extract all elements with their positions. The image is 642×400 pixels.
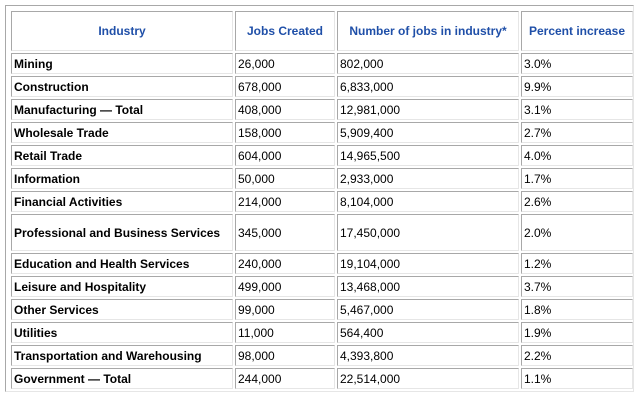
cell-percent-increase: 3.1% bbox=[521, 99, 633, 120]
cell-industry: Other Services bbox=[11, 299, 233, 320]
cell-jobs-created: 99,000 bbox=[235, 299, 335, 320]
header-jobs-created: Jobs Created bbox=[235, 11, 335, 51]
cell-jobs-in-industry: 564,400 bbox=[337, 322, 519, 343]
cell-jobs-in-industry: 5,909,400 bbox=[337, 122, 519, 143]
cell-jobs-in-industry: 19,104,000 bbox=[337, 253, 519, 274]
cell-jobs-in-industry: 13,468,000 bbox=[337, 276, 519, 297]
cell-jobs-created: 26,000 bbox=[235, 53, 335, 74]
cell-jobs-in-industry: 2,933,000 bbox=[337, 168, 519, 189]
cell-industry: Utilities bbox=[11, 322, 233, 343]
cell-percent-increase: 1.1% bbox=[521, 368, 633, 389]
cell-percent-increase: 9.9% bbox=[521, 76, 633, 97]
cell-jobs-created: 604,000 bbox=[235, 145, 335, 166]
header-jobs-in-industry: Number of jobs in industry* bbox=[337, 11, 519, 51]
cell-industry: Leisure and Hospitality bbox=[11, 276, 233, 297]
cell-jobs-created: 499,000 bbox=[235, 276, 335, 297]
cell-percent-increase: 2.6% bbox=[521, 191, 633, 212]
table-row: Professional and Business Services 345,0… bbox=[11, 214, 633, 251]
cell-jobs-in-industry: 12,981,000 bbox=[337, 99, 519, 120]
cell-industry: Education and Health Services bbox=[11, 253, 233, 274]
cell-percent-increase: 2.2% bbox=[521, 345, 633, 366]
cell-percent-increase: 4.0% bbox=[521, 145, 633, 166]
cell-jobs-created: 678,000 bbox=[235, 76, 335, 97]
cell-jobs-in-industry: 5,467,000 bbox=[337, 299, 519, 320]
table-row: Retail Trade 604,000 14,965,500 4.0% bbox=[11, 145, 633, 166]
cell-percent-increase: 2.0% bbox=[521, 214, 633, 251]
cell-jobs-created: 214,000 bbox=[235, 191, 335, 212]
header-row: Industry Jobs Created Number of jobs in … bbox=[11, 11, 633, 51]
cell-jobs-in-industry: 6,833,000 bbox=[337, 76, 519, 97]
cell-percent-increase: 1.2% bbox=[521, 253, 633, 274]
cell-jobs-created: 98,000 bbox=[235, 345, 335, 366]
cell-industry: Information bbox=[11, 168, 233, 189]
table-row: Other Services 99,000 5,467,000 1.8% bbox=[11, 299, 633, 320]
cell-percent-increase: 3.7% bbox=[521, 276, 633, 297]
cell-jobs-created: 408,000 bbox=[235, 99, 335, 120]
cell-jobs-created: 11,000 bbox=[235, 322, 335, 343]
cell-jobs-created: 50,000 bbox=[235, 168, 335, 189]
cell-industry: Transportation and Warehousing bbox=[11, 345, 233, 366]
cell-percent-increase: 2.7% bbox=[521, 122, 633, 143]
header-percent-increase: Percent increase bbox=[521, 11, 633, 51]
table-row: Transportation and Warehousing 98,000 4,… bbox=[11, 345, 633, 366]
cell-percent-increase: 3.0% bbox=[521, 53, 633, 74]
cell-jobs-created: 240,000 bbox=[235, 253, 335, 274]
jobs-table-frame: Industry Jobs Created Number of jobs in … bbox=[5, 5, 634, 392]
cell-industry: Wholesale Trade bbox=[11, 122, 233, 143]
table-row: Wholesale Trade 158,000 5,909,400 2.7% bbox=[11, 122, 633, 143]
cell-industry: Financial Activities bbox=[11, 191, 233, 212]
cell-jobs-created: 158,000 bbox=[235, 122, 335, 143]
cell-industry: Professional and Business Services bbox=[11, 214, 233, 251]
table-row: Information 50,000 2,933,000 1.7% bbox=[11, 168, 633, 189]
cell-jobs-created: 244,000 bbox=[235, 368, 335, 389]
table-row: Financial Activities 214,000 8,104,000 2… bbox=[11, 191, 633, 212]
table-row: Manufacturing — Total 408,000 12,981,000… bbox=[11, 99, 633, 120]
cell-jobs-created: 345,000 bbox=[235, 214, 335, 251]
cell-industry: Mining bbox=[11, 53, 233, 74]
table-row: Leisure and Hospitality 499,000 13,468,0… bbox=[11, 276, 633, 297]
cell-percent-increase: 1.7% bbox=[521, 168, 633, 189]
cell-percent-increase: 1.8% bbox=[521, 299, 633, 320]
cell-jobs-in-industry: 14,965,500 bbox=[337, 145, 519, 166]
cell-jobs-in-industry: 4,393,800 bbox=[337, 345, 519, 366]
cell-industry: Manufacturing — Total bbox=[11, 99, 233, 120]
table-row: Education and Health Services 240,000 19… bbox=[11, 253, 633, 274]
cell-jobs-in-industry: 8,104,000 bbox=[337, 191, 519, 212]
cell-industry: Retail Trade bbox=[11, 145, 233, 166]
table-row: Government — Total 244,000 22,514,000 1.… bbox=[11, 368, 633, 389]
jobs-by-industry-table: Industry Jobs Created Number of jobs in … bbox=[9, 9, 635, 391]
cell-jobs-in-industry: 22,514,000 bbox=[337, 368, 519, 389]
cell-jobs-in-industry: 802,000 bbox=[337, 53, 519, 74]
cell-industry: Government — Total bbox=[11, 368, 233, 389]
table-row: Mining 26,000 802,000 3.0% bbox=[11, 53, 633, 74]
header-industry: Industry bbox=[11, 11, 233, 51]
cell-jobs-in-industry: 17,450,000 bbox=[337, 214, 519, 251]
cell-percent-increase: 1.9% bbox=[521, 322, 633, 343]
cell-industry: Construction bbox=[11, 76, 233, 97]
table-row: Utilities 11,000 564,400 1.9% bbox=[11, 322, 633, 343]
table-row: Construction 678,000 6,833,000 9.9% bbox=[11, 76, 633, 97]
